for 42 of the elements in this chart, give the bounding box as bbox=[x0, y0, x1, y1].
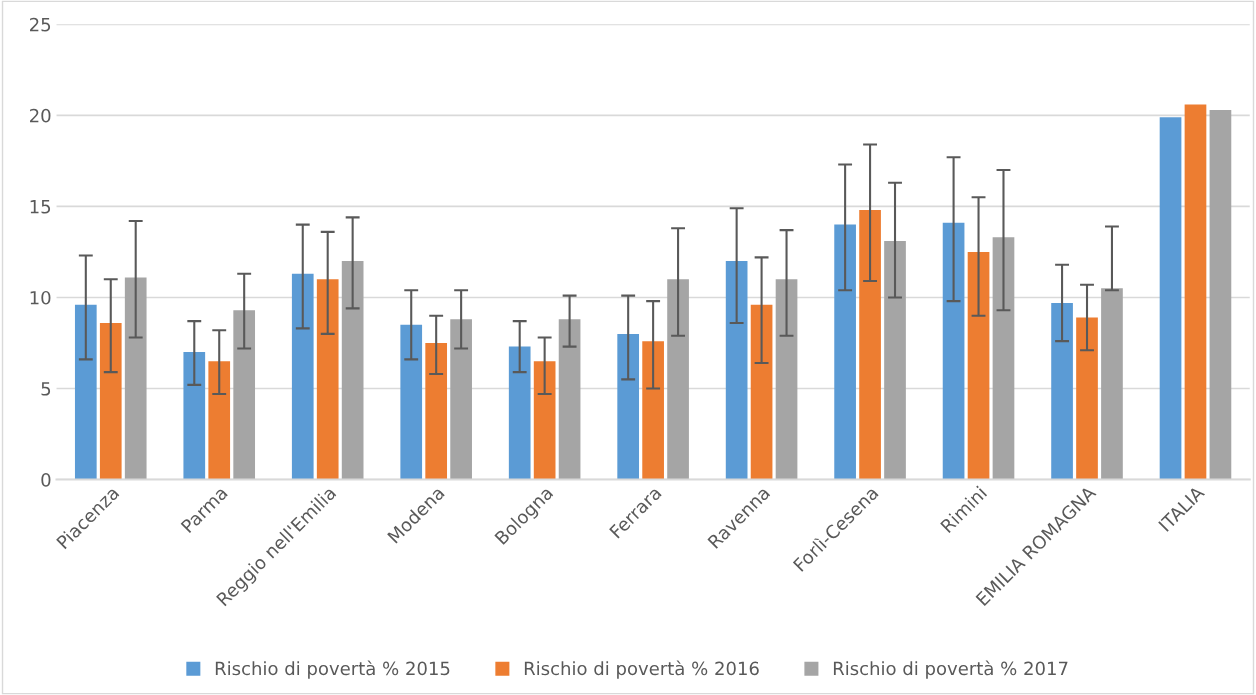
y-tick-label: 25 bbox=[30, 17, 51, 32]
bar bbox=[1184, 104, 1207, 480]
bar bbox=[124, 277, 147, 480]
y-tick-label: 0 bbox=[41, 473, 51, 487]
bar bbox=[341, 261, 364, 480]
bar bbox=[859, 210, 881, 480]
bar bbox=[99, 322, 122, 480]
bar bbox=[725, 261, 748, 480]
bar bbox=[834, 224, 856, 480]
bar bbox=[74, 304, 97, 480]
y-tick-label: 5 bbox=[41, 382, 51, 396]
bar bbox=[400, 324, 423, 480]
bar bbox=[1101, 288, 1123, 480]
bar bbox=[642, 341, 664, 480]
bar bbox=[1209, 109, 1232, 480]
y-tick-label: 10 bbox=[30, 290, 51, 305]
bar bbox=[1076, 317, 1098, 480]
bar bbox=[967, 251, 990, 480]
legend-label: Rischio di povertà % 2015 bbox=[215, 660, 450, 679]
bar bbox=[508, 346, 531, 480]
bar bbox=[667, 279, 689, 480]
bar bbox=[233, 310, 256, 480]
bar bbox=[450, 319, 472, 480]
bar bbox=[992, 237, 1015, 480]
legend-label: Rischio di povertà % 2016 bbox=[524, 660, 759, 679]
bar bbox=[775, 279, 798, 480]
legend-label: Rischio di povertà % 2017 bbox=[833, 660, 1068, 679]
bar bbox=[884, 241, 906, 480]
bar bbox=[183, 352, 206, 480]
bar bbox=[208, 361, 231, 480]
y-tick-label: 15 bbox=[30, 200, 51, 214]
bar bbox=[316, 279, 339, 480]
bar bbox=[533, 361, 556, 480]
bar bbox=[425, 342, 448, 480]
bar bbox=[617, 333, 640, 480]
bar bbox=[750, 304, 773, 480]
bar bbox=[558, 319, 581, 480]
bar bbox=[942, 222, 965, 480]
bar bbox=[1159, 117, 1182, 480]
bar bbox=[1051, 302, 1073, 480]
bar bbox=[291, 273, 314, 480]
y-tick-label: 20 bbox=[30, 108, 51, 123]
